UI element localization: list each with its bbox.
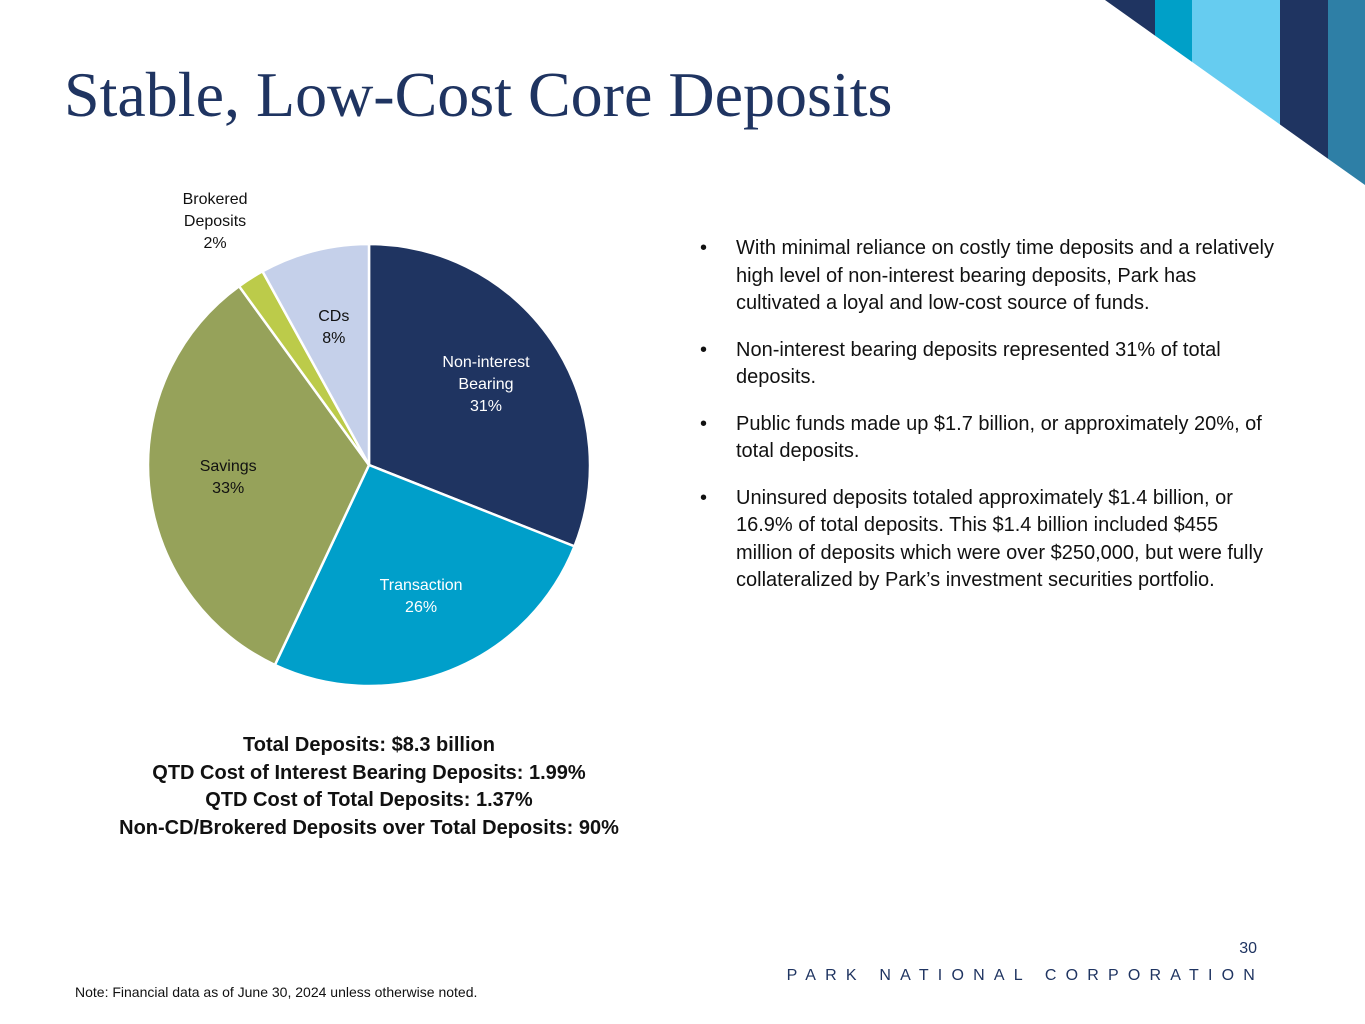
stripe — [1105, 0, 1155, 36]
bullet: With minimal reliance on costly time dep… — [700, 235, 1275, 318]
value-label: 26% — [405, 598, 438, 616]
summary-line: QTD Cost of Interest Bearing Deposits: 1… — [152, 761, 586, 784]
value-label: 8% — [322, 330, 346, 347]
summary-line: Non-CD/Brokered Deposits over Total Depo… — [119, 816, 619, 839]
category-name: Transaction — [379, 576, 463, 594]
slice-label: CDs 8% — [278, 306, 390, 350]
category-name: Brokered Deposits — [182, 191, 248, 231]
stripe — [1192, 0, 1280, 125]
page-number: 30 — [1239, 940, 1257, 957]
stripe — [1155, 0, 1192, 62]
stripe — [1280, 0, 1328, 159]
bullet-list: With minimal reliance on costly time dep… — [700, 235, 1275, 614]
slice-label: Savings 33% — [172, 456, 284, 500]
pie-chart — [146, 242, 592, 688]
category-name: CDs — [318, 308, 350, 325]
pie-slice — [146, 284, 371, 667]
corner-decoration — [1105, 0, 1365, 185]
summary-line: Total Deposits: $8.3 billion — [243, 734, 495, 756]
bullet: Uninsured deposits totaled approximately… — [700, 485, 1275, 595]
footer: PARK NATIONAL CORPORATION — [786, 967, 1264, 984]
slide-title: Stable, Low-Cost Core Deposits — [64, 59, 893, 130]
value-label: 31% — [469, 398, 502, 416]
summary: Total Deposits: $8.3 billion QTD Cost of … — [69, 732, 669, 842]
value-label: 33% — [212, 480, 245, 498]
summary-line: QTD Cost of Total Deposits: 1.37% — [205, 789, 533, 811]
value-label: 2% — [203, 235, 227, 253]
stripe — [1328, 0, 1365, 185]
slice-label: Transaction 26% — [365, 575, 477, 619]
bullet: Public funds made up $1.7 billion, or ap… — [700, 411, 1275, 466]
category-name: Savings — [199, 458, 257, 476]
pie-slice — [273, 463, 577, 688]
pie-slice — [260, 242, 371, 466]
category-name: Non-interest Bearing — [442, 354, 530, 394]
note: Note: Financial data as of June 30, 2024… — [75, 984, 478, 1000]
bullet: Non-interest bearing deposits represente… — [700, 337, 1275, 392]
pie-slice — [367, 242, 592, 548]
slice-label: Non-interest Bearing 31% — [430, 352, 542, 418]
slice-label: Brokered Deposits 2% — [159, 189, 271, 255]
